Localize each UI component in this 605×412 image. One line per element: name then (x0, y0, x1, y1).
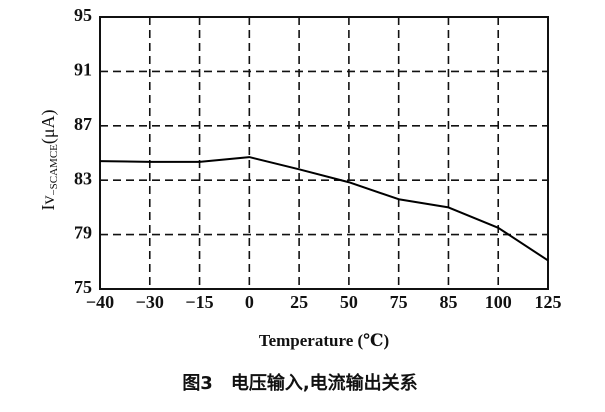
y-tick-label: 95 (74, 5, 92, 25)
y-tick-label: 75 (74, 277, 92, 297)
y-tick-label: 91 (74, 60, 92, 80)
x-tick-label: 0 (245, 292, 254, 312)
y-tick-label: 79 (74, 223, 92, 243)
y-tick-label: 87 (74, 114, 92, 134)
x-tick-label: −30 (136, 292, 164, 312)
y-label-main: Iv (38, 196, 58, 211)
plot-frame (99, 16, 549, 290)
x-tick-label: 100 (485, 292, 512, 312)
data-line (99, 156, 549, 262)
chart-title: 图3 电压输入,电流输出关系 (182, 372, 417, 394)
x-tick-label: 25 (290, 292, 308, 312)
x-tick-label: 125 (535, 292, 562, 312)
x-tick-label: 75 (390, 292, 408, 312)
x-tick-label: −15 (185, 292, 213, 312)
y-tick-label: 83 (74, 168, 92, 188)
y-axis-label: Iv−SCAMCE(μA) (38, 109, 59, 210)
x-tick-label: 50 (340, 292, 358, 312)
x-axis-label: Temperature (℃) (259, 331, 389, 350)
y-label-subscript: −SCAMCE (48, 144, 60, 196)
x-tick-label: 85 (439, 292, 457, 312)
x-tick-label: −40 (86, 292, 114, 312)
y-label-unit: (μA) (38, 109, 59, 144)
